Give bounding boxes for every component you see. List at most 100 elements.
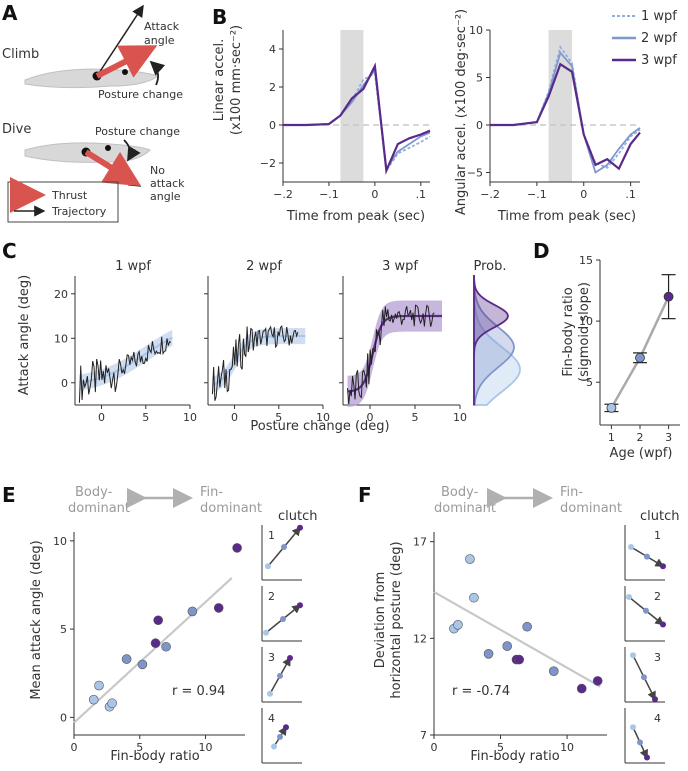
clutch-point-2wpf bbox=[643, 607, 649, 614]
shaded-window bbox=[340, 30, 364, 182]
no-attack-label-3: angle bbox=[150, 190, 181, 203]
b-legend: 1 wpf 2 wpf 3 wpf bbox=[612, 9, 677, 68]
clutch-label: 4 bbox=[654, 712, 661, 725]
scatter-point bbox=[453, 619, 463, 630]
scatter-point bbox=[502, 641, 512, 651]
c-x-tick-label: 0 bbox=[367, 411, 374, 424]
c-x-tick-label: 0 bbox=[231, 411, 238, 424]
c-x-tick-label: 5 bbox=[275, 411, 282, 424]
no-attack-label-2: attack bbox=[150, 177, 185, 190]
clutch-point-2wpf bbox=[637, 739, 643, 746]
panel-letter-f: F bbox=[358, 483, 372, 507]
scatter-point bbox=[107, 698, 117, 709]
climb-posture-label: Posture change bbox=[98, 88, 183, 101]
x-tick-label: 0 bbox=[580, 188, 587, 201]
scatter-point bbox=[576, 683, 587, 694]
clutch-point-1wpf bbox=[630, 652, 636, 659]
chart-e: 0 5 10 0 5 10 bbox=[53, 532, 245, 754]
x-tick-label: −.2 bbox=[273, 188, 293, 201]
d-xlabel: Age (wpf) bbox=[610, 446, 673, 461]
c-x-tick-label: 0 bbox=[98, 411, 105, 424]
x-tick-label: 5 bbox=[136, 741, 143, 754]
scatter-point bbox=[88, 694, 99, 705]
chart-f: 7 12 17 0 5 10 bbox=[413, 532, 607, 754]
attack-angle-label-1: Attack bbox=[144, 20, 180, 33]
panel-letter-c: C bbox=[2, 239, 17, 263]
climb-thrust-arrow bbox=[95, 45, 158, 79]
e-clutch-title: clutch bbox=[278, 509, 317, 524]
chart-b-right: −5 0 5 10 −.2 −.1 0 .1 bbox=[467, 24, 641, 201]
clutch-point-1wpf bbox=[265, 563, 271, 570]
fish-climb-icon bbox=[24, 68, 160, 89]
c-prob-density-3wpf bbox=[473, 275, 509, 405]
dive-posture-label: Posture change bbox=[95, 125, 180, 138]
y-tick-label: 7 bbox=[420, 729, 427, 742]
f-r-value: r = -0.74 bbox=[452, 684, 510, 699]
d-data-point bbox=[635, 352, 645, 363]
d-connector-line bbox=[610, 296, 670, 409]
clutch-point-3wpf bbox=[644, 754, 650, 761]
d-data-point bbox=[606, 402, 617, 413]
panel-a: A Climb Attack angle Posture change Dive… bbox=[2, 1, 185, 223]
f-fin-dominant-1: Fin- bbox=[560, 485, 583, 500]
clutch-label: 3 bbox=[268, 651, 275, 664]
clutch-label: 4 bbox=[268, 712, 275, 725]
x-tick-label: −.1 bbox=[527, 188, 547, 201]
clutch-point-3wpf bbox=[652, 696, 658, 703]
series-line-3wpf bbox=[283, 62, 431, 175]
x-tick-label: 5 bbox=[497, 741, 504, 754]
y-tick-label: 2 bbox=[269, 81, 276, 94]
clutch-point-1wpf bbox=[626, 594, 632, 600]
c-fit-band bbox=[347, 300, 442, 407]
e-xlabel: Fin-body ratio bbox=[110, 749, 199, 764]
y-tick-label: 17 bbox=[413, 536, 427, 549]
clutch-point-1wpf bbox=[630, 724, 636, 731]
clutch-point-3wpf bbox=[297, 602, 303, 609]
c-ylabel: Attack angle (deg) bbox=[17, 275, 32, 395]
fish-dive-eye-icon bbox=[105, 145, 111, 151]
d-y-tick-label: 5 bbox=[586, 376, 593, 389]
c-title-prob: Prob. bbox=[473, 259, 506, 274]
x-tick-label: 10 bbox=[199, 741, 213, 754]
e-clutch-insets: 1 2 3 4 bbox=[261, 524, 303, 764]
y-tick-label: 0 bbox=[269, 119, 276, 132]
clutch-point-1wpf bbox=[628, 544, 634, 550]
scatter-point bbox=[465, 554, 475, 564]
c-fit-line bbox=[212, 334, 306, 386]
panel-letter-d: D bbox=[533, 239, 550, 263]
clutch-label: 2 bbox=[268, 590, 275, 603]
scatter-point bbox=[592, 676, 603, 686]
x-tick-label: −.2 bbox=[480, 188, 500, 201]
d-data-point bbox=[663, 291, 674, 302]
clutch-point-2wpf bbox=[281, 544, 287, 550]
c-fit-band bbox=[79, 329, 173, 391]
c-data-trace bbox=[347, 304, 435, 405]
x-tick-label: −.1 bbox=[319, 188, 339, 201]
f-body-dominant-1: Body- bbox=[441, 485, 479, 500]
panel-letter-e: E bbox=[2, 483, 16, 507]
b-left-xlabel: Time from peak (sec) bbox=[286, 209, 425, 224]
clutch-label: 1 bbox=[654, 529, 661, 542]
e-r-value: r = 0.94 bbox=[172, 684, 225, 699]
scatter-point bbox=[213, 603, 224, 613]
chart-b-left: −2 0 2 4 −.2 −.1 0 .1 bbox=[260, 30, 431, 201]
legend-trajectory-label: Trajectory bbox=[51, 205, 107, 218]
climb-rotation-arrow bbox=[149, 60, 166, 86]
y-tick-label: 0 bbox=[476, 119, 483, 132]
y-tick-label: 10 bbox=[53, 535, 67, 548]
scatter-point bbox=[514, 654, 524, 665]
y-tick-label: −5 bbox=[467, 167, 483, 180]
legend-1wpf-label: 1 wpf bbox=[641, 9, 677, 24]
no-attack-label-1: No bbox=[150, 164, 165, 177]
clutch-point-2wpf bbox=[277, 733, 283, 740]
y-tick-label: 5 bbox=[60, 623, 67, 636]
clutch-point-2wpf bbox=[280, 616, 286, 622]
f-ylabel-1: Deviation from bbox=[373, 572, 388, 669]
fit-line bbox=[433, 590, 601, 688]
c-data-trace bbox=[211, 325, 299, 401]
scatter-point bbox=[161, 641, 171, 652]
climb-trajectory-arrow bbox=[96, 4, 144, 77]
clutch-label: 1 bbox=[268, 529, 275, 542]
b-right-ylabel: Angular accel. (x100 deg·sec⁻²) bbox=[454, 9, 469, 215]
